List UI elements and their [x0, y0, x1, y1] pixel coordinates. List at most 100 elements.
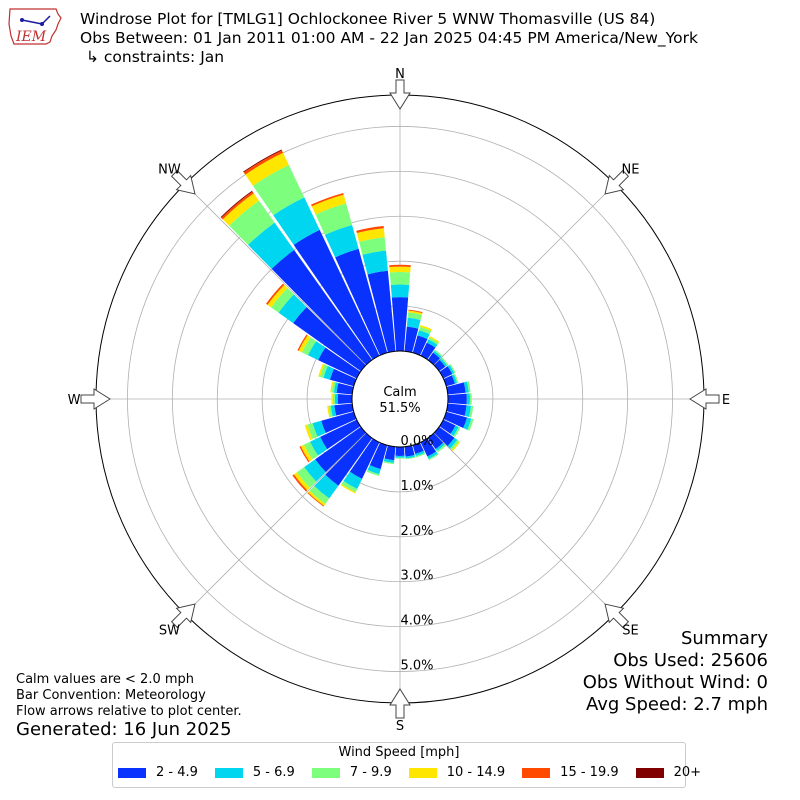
windrose-bar — [293, 229, 380, 360]
legend-item: 15 - 19.9 — [522, 765, 619, 780]
windrose-bar — [309, 485, 330, 505]
windrose-bar — [395, 457, 405, 459]
windrose-bar — [466, 393, 471, 405]
direction-label: SE — [622, 624, 638, 639]
windrose-bar — [366, 470, 380, 477]
windrose-bar — [435, 442, 445, 451]
windrose-bar — [327, 405, 331, 418]
windrose-bar — [299, 446, 310, 463]
windrose-bar — [303, 441, 318, 460]
radial-tick-label: 2.0% — [401, 524, 434, 539]
windrose-bar — [222, 193, 260, 226]
windrose-bar — [418, 326, 432, 335]
windrose-bar — [292, 474, 308, 492]
windrose-bar — [453, 373, 459, 384]
windrose-bar — [469, 393, 472, 405]
legend-item: 5 - 6.9 — [214, 765, 295, 780]
windrose-bar — [405, 456, 416, 460]
direction-arrow — [389, 688, 411, 719]
windrose-bar — [307, 490, 326, 506]
summary-obs-used: Obs Used: 25606 — [613, 650, 768, 671]
legend-label: 2 - 4.9 — [156, 765, 198, 780]
windrose-bar — [349, 438, 380, 479]
windrose-bar — [447, 437, 458, 449]
windrose-bar — [427, 451, 438, 459]
direction-arrow — [604, 169, 630, 195]
windrose-bar — [428, 453, 439, 461]
summary-obs-without-wind: Obs Without Wind: 0 — [582, 672, 768, 693]
radial-tick-label: 3.0% — [401, 569, 434, 584]
windrose-bar — [395, 455, 405, 458]
windrose-bar — [415, 452, 426, 458]
windrose-bar — [315, 203, 353, 235]
direction-label: W — [68, 393, 81, 408]
windrose-bar — [325, 433, 373, 486]
windrose-bar — [408, 310, 423, 315]
windrose-bar — [443, 375, 455, 387]
windrose-bar — [267, 284, 288, 308]
legend-item: 10 - 14.9 — [408, 765, 505, 780]
windrose-bar — [341, 481, 358, 493]
flow-arrow-icon — [604, 169, 630, 195]
windrose-bar — [451, 374, 458, 384]
windrose-bar — [221, 191, 254, 220]
windrose-bar — [320, 419, 361, 450]
legend-swatch — [311, 767, 340, 778]
summary-heading: Summary — [681, 628, 768, 649]
windrose-bar — [324, 224, 359, 258]
windrose-bar — [220, 190, 253, 218]
windrose-bar — [447, 364, 455, 375]
flow-arrow-icon — [170, 169, 196, 195]
windrose-bar — [331, 393, 333, 405]
windrose-bar — [453, 426, 461, 437]
windrose-bar — [367, 270, 396, 353]
windrose-bar — [319, 364, 328, 378]
windrose-bar — [383, 461, 394, 465]
legend-item: 20+ — [635, 765, 702, 780]
direction-label: NE — [622, 162, 640, 177]
windrose-bar — [243, 149, 282, 173]
windrose-bar — [356, 228, 385, 242]
iem-logo: IEM — [8, 8, 62, 45]
title-line-1: Windrose Plot for [TMLG1] Ochlockonee Ri… — [80, 10, 656, 28]
windrose-bar — [314, 474, 339, 499]
windrose-bar — [391, 297, 409, 352]
windrose-bar — [439, 358, 448, 367]
windrose-bar — [404, 445, 415, 457]
windrose-bar — [434, 349, 443, 357]
calm-note: Calm values are < 2.0 mph — [16, 672, 195, 687]
direction-arrow — [170, 169, 196, 195]
windrose-bar — [334, 403, 354, 416]
windrose-bar — [446, 382, 466, 395]
windrose-bar — [439, 366, 453, 379]
windrose-bar — [446, 403, 467, 416]
windrose-bar — [443, 411, 468, 428]
title-line-2: Obs Between: 01 Jan 2011 01:00 AM - 22 J… — [80, 29, 698, 47]
windrose-bar — [297, 334, 308, 351]
windrose-bar — [307, 341, 326, 361]
windrose-bar — [463, 417, 472, 430]
logo-text: IEM — [15, 29, 47, 45]
windrose-bar — [304, 424, 313, 441]
windrose-bar — [389, 264, 411, 267]
legend-item: 7 - 9.9 — [311, 765, 392, 780]
legend-title: Wind Speed [mph] — [338, 745, 460, 760]
radial-tick-label: 1.0% — [401, 479, 434, 494]
windrose-bar — [429, 336, 440, 343]
windrose-bar — [420, 438, 437, 457]
windrose-bar — [311, 192, 344, 207]
direction-arrow — [389, 79, 411, 110]
spoke-gridline — [184, 183, 367, 366]
direction-label: N — [395, 67, 405, 82]
flow-arrow-icon — [389, 79, 411, 110]
legend-label: 20+ — [673, 765, 702, 780]
generated-date: Generated: 16 Jun 2025 — [16, 719, 232, 740]
windrose-bar — [243, 150, 284, 175]
windrose-bar — [405, 455, 416, 459]
windrose-bar — [340, 483, 356, 494]
windrose-bar — [323, 365, 334, 380]
calm-circle — [351, 350, 449, 448]
windrose-bar — [415, 450, 425, 457]
direction-label: S — [396, 719, 404, 734]
